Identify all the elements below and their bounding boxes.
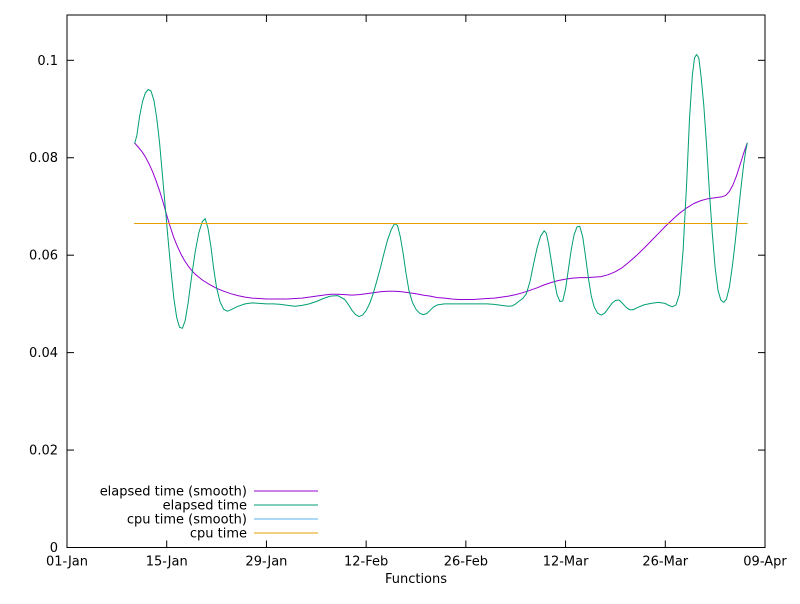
legend-label-elapsed-time: elapsed time (163, 499, 247, 514)
plot-border (66, 14, 766, 548)
x-tick-label: 29-Jan (245, 555, 287, 570)
x-tick-label: 09-Apr (743, 555, 787, 570)
legend-label-elapsed-time-smooth: elapsed time (smooth) (100, 485, 247, 500)
x-tick-label: 01-Jan (46, 555, 88, 570)
y-tick-label: 0.08 (29, 151, 58, 166)
x-tick-label: 15-Jan (146, 555, 188, 570)
x-tick-label: 12-Mar (543, 555, 589, 570)
x-tick-label: 26-Mar (642, 555, 688, 570)
y-tick-label: 0 (50, 541, 58, 556)
x-tick-label: 12-Feb (344, 555, 388, 570)
series-line-elapsed-time-smooth (134, 142, 748, 300)
y-tick-label: 0.06 (29, 249, 58, 264)
legend-label-cpu-time: cpu time (190, 527, 247, 542)
y-tick-label: 0.04 (29, 346, 58, 361)
x-axis-title: Functions (385, 572, 447, 587)
series-line-elapsed-time (134, 54, 748, 329)
legend-label-cpu-time-smooth: cpu time (smooth) (127, 513, 247, 528)
x-tick-label: 26-Feb (444, 555, 488, 570)
y-tick-label: 0.02 (29, 444, 58, 459)
y-tick-label: 0.1 (37, 54, 58, 69)
